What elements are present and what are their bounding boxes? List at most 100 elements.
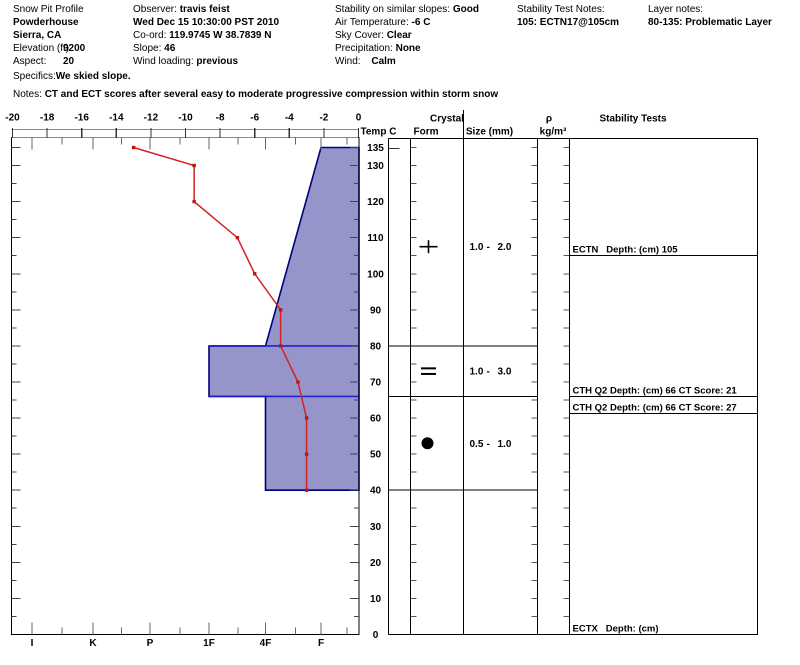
stability-test-row: CTH Q2 Depth: (cm) 66 CT Score: 27 — [569, 402, 758, 414]
svg-text:Temp C: Temp C — [361, 127, 397, 138]
svg-text:100: 100 — [367, 269, 384, 280]
svg-text:80: 80 — [370, 341, 382, 352]
stability-test-row: ECTX Depth: (cm) — [569, 624, 758, 635]
svg-text:70: 70 — [370, 377, 382, 388]
svg-text:0: 0 — [356, 113, 362, 124]
svg-text:-10: -10 — [178, 113, 193, 124]
specifics-value: We skied slope. — [55, 71, 131, 82]
temperature-line — [131, 145, 309, 492]
aspect-label: Aspect: — [13, 56, 47, 67]
wind-label: Wind: — [335, 56, 361, 67]
slope-value: 46 — [164, 43, 176, 54]
wind-value: Calm — [371, 56, 396, 67]
svg-text:10: 10 — [370, 594, 382, 605]
sky-cover-value: Clear — [386, 30, 412, 41]
grain-size-range: 1.0-3.0 — [470, 367, 512, 378]
site-name: Powderhouse — [13, 17, 79, 28]
svg-text:130: 130 — [367, 161, 384, 172]
temp-markers — [131, 145, 309, 492]
svg-text:-12: -12 — [144, 113, 159, 124]
stability-slopes-label: Stability on similar slopes: — [335, 4, 451, 15]
svg-text:Form: Form — [414, 127, 439, 138]
svg-text:-14: -14 — [109, 113, 124, 124]
notes-value: CT and ECT scores after several easy to … — [44, 89, 499, 100]
svg-text:90: 90 — [370, 305, 382, 316]
svg-text:110: 110 — [367, 233, 384, 244]
svg-text:-6: -6 — [250, 113, 259, 124]
svg-text:Size (mm): Size (mm) — [466, 127, 513, 138]
grain-filled-circle-icon — [421, 437, 434, 450]
stability-test-notes-label: Stability Test Notes: — [517, 4, 605, 15]
report-title: Snow Pit Profile — [13, 4, 84, 15]
svg-text:4F: 4F — [260, 638, 272, 649]
svg-text:CTH Q2 Depth: (cm) 66 CT Score: CTH Q2 Depth: (cm) 66 CT Score: 21 — [573, 385, 738, 396]
coordinates-value: 119.9745 W 38.7839 N — [169, 30, 272, 41]
air-temp-value: -6 C — [411, 17, 431, 28]
svg-text:1F: 1F — [203, 638, 215, 649]
stability-slopes-value: Good — [452, 4, 479, 15]
svg-text:-18: -18 — [40, 113, 55, 124]
header: Snow Pit Profile Powderhouse Sierra, CA … — [0, 0, 800, 105]
svg-text:0: 0 — [373, 630, 379, 641]
svg-text:-2: -2 — [319, 113, 328, 124]
precipitation-label: Precipitation: — [335, 43, 393, 54]
svg-text:Crystal: Crystal — [430, 114, 464, 125]
notes-label: Notes: — [13, 89, 42, 100]
sky-cover-label: Sky Cover: — [335, 30, 384, 41]
site-region: Sierra, CA — [13, 30, 62, 41]
wind-loading-value: previous — [196, 56, 239, 67]
specifics-label: Specifics: — [13, 71, 56, 82]
observer-label: Observer: — [133, 4, 177, 15]
layer-notes-label: Layer notes: — [648, 4, 704, 15]
svg-text:40: 40 — [370, 486, 382, 497]
svg-text:Stability Tests: Stability Tests — [599, 114, 666, 125]
air-temp-label: Air Temperature: — [335, 17, 409, 28]
svg-text:CTH Q2 Depth: (cm) 66 CT Score: CTH Q2 Depth: (cm) 66 CT Score: 27 — [573, 402, 737, 413]
stability-tests-panel: Stability Tests ECTN Depth: (cm) 105 CTH Q… — [568, 114, 759, 636]
svg-text:-16: -16 — [74, 113, 89, 124]
grain-double-bar-icon — [421, 367, 436, 375]
grain-plus-icon — [419, 240, 438, 254]
observation-datetime: Wed Dec 15 10:30:00 PST 2010 — [133, 17, 280, 28]
stability-test-row: ECTN Depth: (cm) 105 — [569, 245, 758, 257]
grain-size-range: 1.0-2.0 — [470, 242, 512, 253]
grain-columns: Crystal Form Size (mm) ρ kg/m³ 1.0-2.0 1.0-3.0… — [388, 110, 570, 635]
svg-text:ECTN Depth: (cm) 105: ECTN Depth: (cm) 105 — [573, 245, 679, 256]
svg-text:-4: -4 — [285, 113, 294, 124]
svg-text:F: F — [318, 638, 324, 649]
hardness-axis: I K P 1F 4F F — [31, 137, 348, 649]
svg-text:P: P — [147, 638, 154, 649]
hardness-profile-area — [208, 146, 360, 492]
elevation-value: 9200 — [63, 43, 86, 54]
layer-notes-value: 80-135: Problematic Layer — [648, 17, 772, 28]
grain-size-range: 0.5-1.0 — [470, 439, 512, 450]
svg-text:50: 50 — [370, 450, 382, 461]
svg-text:kg/m³: kg/m³ — [540, 127, 567, 138]
elevation-label: Elevation (ft) — [13, 43, 70, 54]
stability-test-notes-value: 105: ECTN17@105cm — [517, 17, 620, 28]
slope-label: Slope: — [133, 43, 162, 54]
wind-loading-label: Wind loading: — [133, 56, 194, 67]
svg-text:20: 20 — [370, 558, 382, 569]
observer-value: travis feist — [179, 4, 230, 15]
aspect-value: 20 — [63, 56, 75, 67]
coordinates-label: Co-ord: — [133, 30, 167, 41]
svg-text:60: 60 — [370, 414, 382, 425]
hardness-polygon — [208, 146, 360, 492]
svg-text:135: 135 — [367, 143, 384, 154]
stability-test-row: CTH Q2 Depth: (cm) 66 CT Score: 21 — [569, 385, 758, 397]
svg-text:ρ: ρ — [546, 114, 552, 125]
svg-text:K: K — [89, 638, 97, 649]
svg-text:120: 120 — [367, 197, 384, 208]
svg-text:30: 30 — [370, 522, 382, 533]
precipitation-value: None — [395, 43, 421, 54]
svg-text:ECTX Depth: (cm): ECTX Depth: (cm) — [573, 624, 659, 635]
svg-text:-20: -20 — [5, 113, 20, 124]
svg-text:I: I — [31, 638, 34, 649]
svg-text:-8: -8 — [216, 113, 225, 124]
